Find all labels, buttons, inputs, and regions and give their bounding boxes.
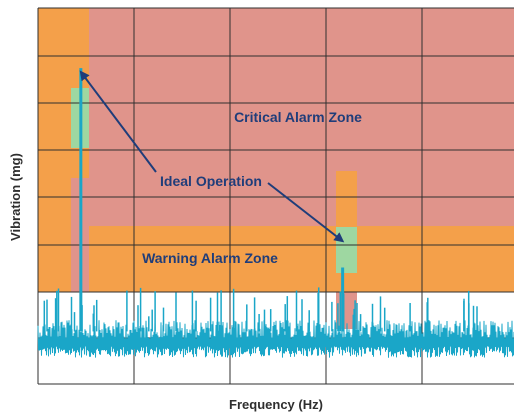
ideal-operation-box-2 <box>336 227 357 273</box>
ideal-operation-label: Ideal Operation <box>160 173 262 189</box>
ideal-operation-arrow-2 <box>267 182 345 243</box>
y-axis-label: Vibration (mg) <box>8 153 23 241</box>
grid-lines <box>37 7 514 385</box>
critical-zone-label: Critical Alarm Zone <box>234 109 362 125</box>
x-axis-label: Frequency (Hz) <box>229 397 323 412</box>
ideal-operation-arrows <box>79 70 345 243</box>
critical-zone-region <box>89 8 514 226</box>
noise-floor-trace <box>37 320 514 358</box>
warning-zone-label: Warning Alarm Zone <box>142 250 278 266</box>
vibration-signal <box>37 68 514 358</box>
ideal-operation-arrow-1 <box>79 70 157 173</box>
